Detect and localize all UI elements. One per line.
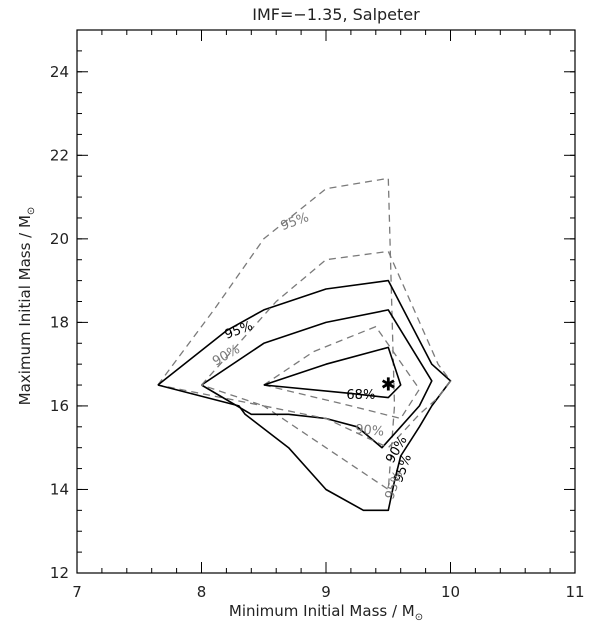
contour-label: 68%	[346, 388, 375, 403]
contour-dashed-3	[201, 250, 452, 449]
x-axis-title-text: Minimum Initial Mass / M	[229, 602, 415, 620]
contour-dashed-4	[263, 325, 421, 420]
x-axis-unit-symbol: ⊙	[415, 612, 423, 623]
y-tick-label: 24	[50, 63, 69, 81]
y-tick-label: 14	[50, 480, 69, 498]
contour-label: 95%	[382, 469, 406, 501]
plot-frame	[76, 29, 576, 574]
best-fit-marker: ✱	[381, 375, 396, 396]
y-tick-label: 18	[50, 313, 69, 331]
contour-label: 95%	[279, 210, 311, 234]
contour-dashed-0	[157, 177, 396, 491]
contour-annotations: 95%90%95%68%90%90%95%95%	[210, 210, 415, 501]
chart-title: IMF=−1.35, Salpeter	[252, 5, 420, 24]
x-axis-title: Minimum Initial Mass / M⊙	[229, 602, 423, 623]
axis-ticks: 7 8 9 10 11 12 14 16 18 20 22 24	[50, 29, 585, 601]
y-tick-label: 16	[50, 397, 69, 415]
contour-solid-2	[201, 309, 433, 449]
contour-label: 95%	[223, 319, 255, 343]
y-tick-label: 22	[50, 146, 69, 164]
y-tick-label: 12	[50, 564, 69, 582]
x-tick-label: 10	[441, 583, 460, 601]
contour-label: 90%	[355, 422, 385, 439]
y-axis-title: Maximum Initial Mass / M⊙	[16, 207, 37, 406]
contour-series	[157, 177, 452, 512]
plot-border	[76, 29, 576, 574]
contour-label: 90%	[210, 342, 243, 369]
y-axis-unit-symbol: ⊙	[26, 207, 37, 215]
y-tick-label: 20	[50, 230, 69, 248]
y-axis-title-text: Maximum Initial Mass / M	[16, 215, 34, 405]
contour-solid-1	[157, 279, 452, 512]
x-tick-label: 11	[565, 583, 584, 601]
x-tick-label: 9	[321, 583, 331, 601]
x-tick-label: 7	[72, 583, 82, 601]
x-tick-label: 8	[197, 583, 207, 601]
contour-solid-5	[263, 346, 402, 399]
